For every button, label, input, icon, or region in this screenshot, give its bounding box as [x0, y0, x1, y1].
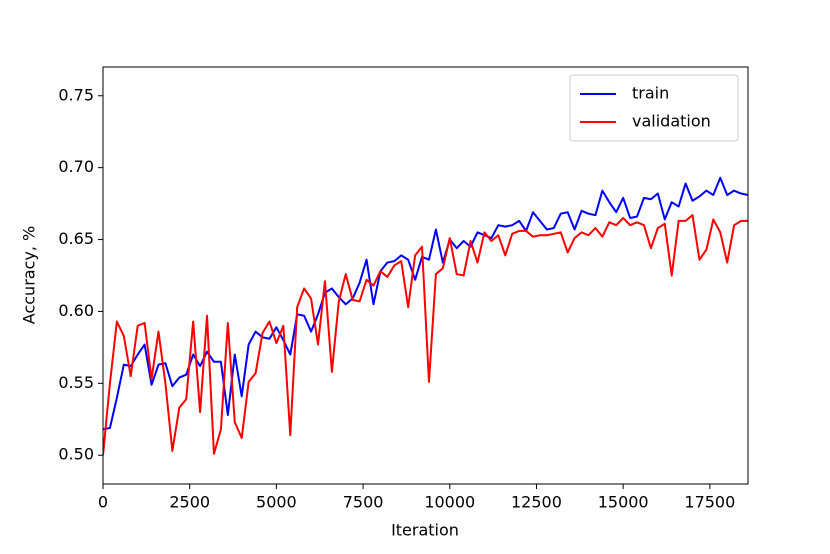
x-tick-label: 0: [98, 493, 108, 512]
x-tick-label: 2500: [169, 493, 210, 512]
y-tick-label: 0.55: [58, 373, 94, 392]
y-tick-label: 0.60: [58, 301, 94, 320]
y-tick-label: 0.70: [58, 157, 94, 176]
line-series: [103, 176, 748, 431]
legend-box: [569, 74, 739, 142]
y-tick-label: 0.50: [58, 445, 94, 464]
legend-label: validation: [632, 112, 711, 131]
x-tick-label: 10000: [424, 493, 475, 512]
plot-frame: [102, 66, 749, 485]
y-axis-label: Accuracy, %: [20, 226, 39, 324]
line-series: [103, 214, 748, 456]
y-tick-label: 0.75: [58, 85, 94, 104]
y-tick-label: 0.65: [58, 229, 94, 248]
x-tick-label: 17500: [684, 493, 735, 512]
x-axis-label: Iteration: [391, 521, 459, 540]
x-tick-label: 15000: [598, 493, 649, 512]
x-tick-label: 7500: [343, 493, 384, 512]
x-tick-label: 5000: [256, 493, 297, 512]
x-tick-label: 12500: [511, 493, 562, 512]
legend-label: train: [632, 84, 669, 103]
